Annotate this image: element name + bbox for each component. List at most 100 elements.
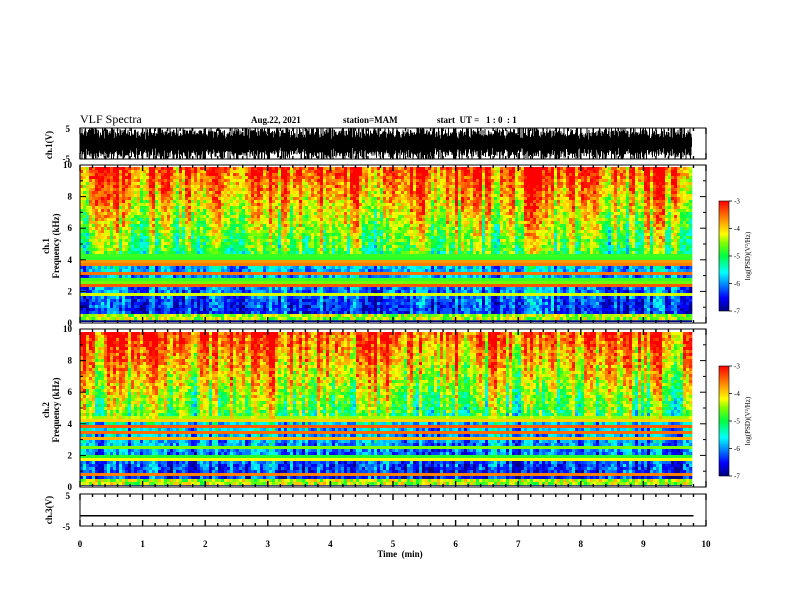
ch1-spectrogram-cell <box>512 185 516 189</box>
ch1-spectrogram-cell <box>515 218 519 222</box>
ch1-spectrogram-cell <box>230 203 234 207</box>
ch1-spectrogram-cell <box>518 221 522 225</box>
ch1-spectrogram-cell <box>98 206 102 210</box>
ch1-spectrogram-cell <box>380 203 384 207</box>
ch1-spectrogram-cell <box>389 200 393 204</box>
ch1-spectrogram-cell <box>266 206 270 210</box>
ch1-spectrogram-cell <box>449 203 453 207</box>
ch1-spectrogram-cell <box>116 212 120 216</box>
ch1-spectrogram-cell <box>512 188 516 192</box>
ch1-spectrogram-cell <box>599 200 603 204</box>
ch1-spectrogram-cell <box>314 179 318 183</box>
ch1-spectrogram-cell <box>92 206 96 210</box>
ch1-spectrogram-cell <box>407 170 411 174</box>
ch1-spectrogram-cell <box>170 230 174 234</box>
ch1-spectrogram-cell <box>578 188 582 192</box>
ch1-spectrogram-cell <box>431 218 435 222</box>
ch1-spectrogram-cell <box>359 182 363 186</box>
ch1-spectrogram-cell <box>404 194 408 198</box>
ch1-spectrogram-cell <box>221 185 225 189</box>
ch1-spectrogram-cell <box>323 206 327 210</box>
ch1-spectrogram-cell <box>227 182 231 186</box>
ch1-spectrogram-cell <box>662 212 666 216</box>
ch1-spectrogram-cell <box>95 239 99 243</box>
ch1-spectrogram-cell <box>377 185 381 189</box>
ch1-spectrogram-cell <box>146 233 150 237</box>
ch1-spectrogram-cell <box>227 203 231 207</box>
ch1-spectrogram-cell <box>167 194 171 198</box>
ch1-spectrogram-cell <box>443 218 447 222</box>
ch1-spectrogram-cell <box>377 203 381 207</box>
ch1-spectrogram-cell <box>155 176 159 180</box>
ch1-spectrogram-cell <box>233 206 237 210</box>
ch1-spectrogram-cell <box>335 185 339 189</box>
ch1-spectrogram-cell <box>617 200 621 204</box>
ch1-spectrogram-cell <box>554 218 558 222</box>
ch1-spectrogram-cell <box>512 215 516 219</box>
ch1-spectrogram-cell <box>653 236 657 240</box>
ch1-spectrogram-cell <box>326 194 330 198</box>
ch1-spectrogram-cell <box>107 212 111 216</box>
ch1-spectrogram-cell <box>164 230 168 234</box>
ch1-spectrogram-cell <box>146 170 150 174</box>
ch1-spectrogram-cell <box>617 212 621 216</box>
ch1-spectrogram-cell <box>383 218 387 222</box>
ch1-spectrogram-cell <box>542 179 546 183</box>
ch1-spectrogram-cell <box>683 170 687 174</box>
ch1-spectrogram-cell <box>287 167 291 171</box>
ch1-spectrogram-cell <box>503 230 507 234</box>
ch1-spectrogram-cell <box>179 239 183 243</box>
ch1-spectrogram-cell <box>302 188 306 192</box>
ch1-spectrogram-cell <box>641 203 645 207</box>
ch1-spectrogram-cell <box>185 212 189 216</box>
ch1-spectrogram-cell <box>227 221 231 225</box>
ch1-spectrogram-cell <box>593 209 597 213</box>
ch1-spectrogram-cell <box>389 206 393 210</box>
ch1-spectrogram-cell <box>299 200 303 204</box>
ch1-spectrogram-cell <box>461 182 465 186</box>
ch1-spectrogram-cell <box>347 218 351 222</box>
ch1-spectrogram-cell <box>152 170 156 174</box>
ch1-spectrogram-cell <box>182 182 186 186</box>
ch1-spectrogram-cell <box>95 197 99 201</box>
ch1-spectrogram-cell <box>98 215 102 219</box>
ch1-spectrogram-cell <box>329 203 333 207</box>
ch1-spectrogram-cell <box>482 182 486 186</box>
ch1-spectrogram-cell <box>287 194 291 198</box>
ch1-spectrogram-cell <box>338 209 342 213</box>
ch1-spectrogram-cell <box>278 188 282 192</box>
ch1-spectrogram-cell <box>155 212 159 216</box>
ch1-spectrogram-cell <box>128 176 132 180</box>
ch1-spectrogram-cell <box>278 224 282 228</box>
ch1-spectrogram-cell <box>122 182 126 186</box>
ch1-spectrogram-cell <box>320 221 324 225</box>
ch1-spectrogram-cell <box>140 227 144 231</box>
ch1-spectrogram-cell <box>290 218 294 222</box>
ch1-spectrogram-cell <box>356 206 360 210</box>
ch1-spectrogram-cell <box>290 185 294 189</box>
ch1-spectrogram-cell <box>557 179 561 183</box>
ch1-spectrogram-cell <box>182 188 186 192</box>
ch1-spectrogram-cell <box>137 221 141 225</box>
ch1-spectrogram-cell <box>494 194 498 198</box>
ch1-spectrogram-cell <box>287 188 291 192</box>
ch1-spectrogram-cell <box>170 212 174 216</box>
ch1-spectrogram-cell <box>566 173 570 177</box>
ch1-spectrogram-cell <box>689 209 693 213</box>
ch1-spectrogram-cell <box>296 188 300 192</box>
ch1-spectrogram-cell <box>674 233 678 237</box>
ch1-spectrogram-cell <box>365 197 369 201</box>
ch1-spectrogram-cell <box>377 206 381 210</box>
ch1-spectrogram-cell <box>302 206 306 210</box>
ch1-spectrogram-cell <box>578 182 582 186</box>
ch1-spectrogram-cell <box>158 170 162 174</box>
ch1-spectrogram-cell <box>155 188 159 192</box>
ch1-spectrogram-cell <box>455 167 459 171</box>
ch1-spectrogram-cell <box>515 179 519 183</box>
ch1-spectrogram-cell <box>581 203 585 207</box>
ch1-spectrogram-cell <box>161 191 165 195</box>
ch1-spectrogram-cell <box>392 197 396 201</box>
ch1-spectrogram-cell <box>173 200 177 204</box>
ch1-spectrogram-cell <box>215 173 219 177</box>
ch1-spectrogram-cell <box>371 197 375 201</box>
